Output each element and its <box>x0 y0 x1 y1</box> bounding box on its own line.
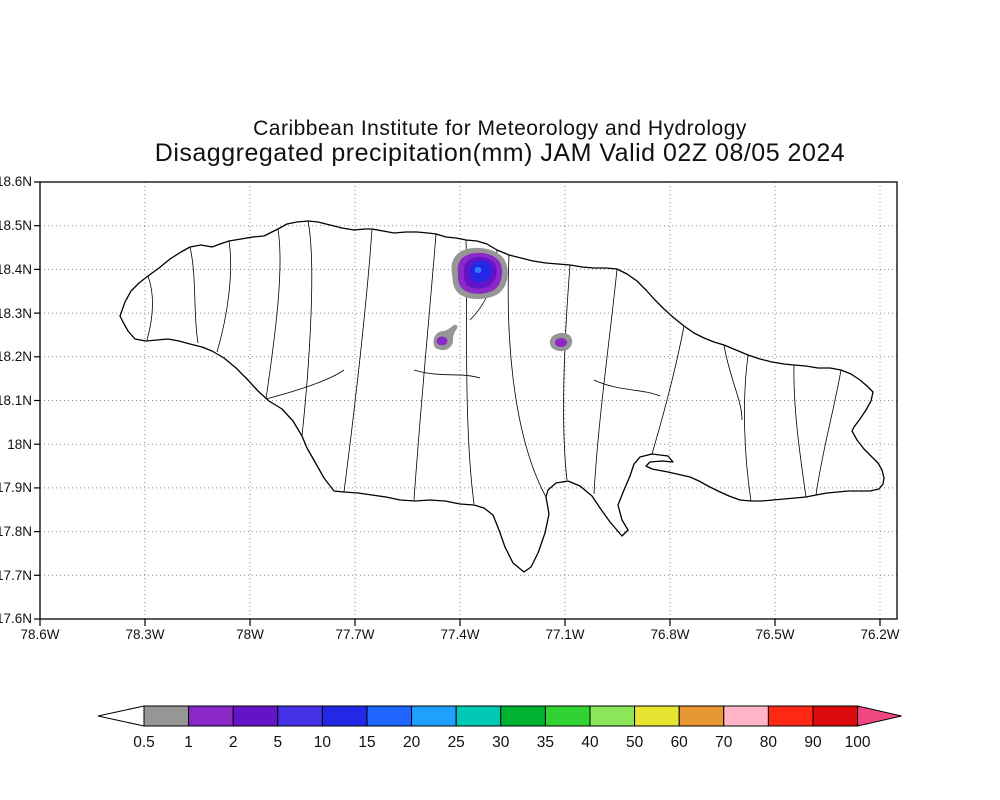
lon-tick-label: 77.7W <box>335 627 374 642</box>
lat-tick-label: 18.3N <box>0 306 32 321</box>
lat-tick-label: 17.7N <box>0 568 32 583</box>
lat-tick-label: 17.8N <box>0 524 32 539</box>
lat-tick-label: 18.4N <box>0 262 32 277</box>
colorbar-label: 40 <box>581 734 599 751</box>
colorbar-segment <box>188 705 234 727</box>
colorbar-label: 30 <box>492 734 510 751</box>
colorbar-label: 100 <box>845 734 871 751</box>
colorbar-label: 50 <box>626 734 644 751</box>
colorbar-label: 35 <box>537 734 554 751</box>
boundary-line <box>723 344 743 421</box>
precip-blob-west-gray <box>433 324 458 351</box>
colorbar-segment <box>321 705 368 727</box>
boundary-line <box>343 228 373 493</box>
colorbar-segment <box>767 705 814 727</box>
boundary-line <box>413 369 481 379</box>
tick-marks <box>34 181 881 626</box>
colorbar-label: 1 <box>184 734 193 751</box>
colorbar-segment <box>232 705 279 727</box>
lon-tick-label: 77.1W <box>545 627 584 642</box>
colorbar-label: 90 <box>804 734 822 751</box>
colorbar-label: 25 <box>448 734 465 751</box>
institute-title: Caribbean Institute for Meteorology and … <box>253 117 747 140</box>
lat-tick-label: 18.6N <box>0 174 32 189</box>
lon-tick-label: 78.3W <box>125 627 164 642</box>
graticule <box>40 182 897 619</box>
lat-tick-label: 17.6N <box>0 611 32 626</box>
colorbar-label: 2 <box>229 734 238 751</box>
colorbar-right-arrow <box>857 705 902 727</box>
colorbar-segment <box>143 705 190 727</box>
colorbar-label: 70 <box>715 734 733 751</box>
precipitation-blobs <box>433 247 573 352</box>
precip-blob-east-purple <box>555 338 567 347</box>
colorbar-label: 0.5 <box>133 734 155 751</box>
colorbar-label: 60 <box>671 734 689 751</box>
colorbar-segment <box>366 705 413 727</box>
colorbar-segment <box>723 705 769 727</box>
boundary-line <box>651 325 685 455</box>
boundary-line <box>301 220 313 437</box>
lat-tick-label: 17.9N <box>0 480 32 495</box>
colorbar-segment <box>277 705 323 727</box>
colorbar-segment <box>589 705 636 727</box>
lat-tick-label: 18N <box>7 437 32 452</box>
boundary-line <box>189 246 199 344</box>
colorbar-label: 5 <box>273 734 282 751</box>
colorbar <box>97 705 902 727</box>
colorbar-label: 80 <box>760 734 778 751</box>
colorbar-segment <box>544 705 591 727</box>
boundary-line <box>265 228 281 400</box>
colorbar-label: 10 <box>314 734 332 751</box>
lat-tick-label: 18.2N <box>0 349 32 364</box>
colorbar-segment <box>634 705 680 727</box>
colorbar-segment <box>812 705 859 727</box>
lon-tick-label: 77.4W <box>440 627 479 642</box>
boundary-line <box>146 275 153 341</box>
lon-tick-label: 76.5W <box>755 627 794 642</box>
colorbar-segment <box>455 705 502 727</box>
precip-blob-large-core <box>474 267 482 273</box>
jamaica-coastline <box>119 220 885 573</box>
map-title: Disaggregated precipitation(mm) JAM Vali… <box>154 139 846 167</box>
boundary-line <box>744 354 752 502</box>
lon-tick-label: 78.6W <box>20 627 59 642</box>
colorbar-segment <box>411 705 457 727</box>
colorbar-segment <box>500 705 546 727</box>
boundary-line <box>507 254 547 498</box>
boundary-line <box>265 369 345 400</box>
boundary-line <box>593 268 618 495</box>
colorbar-label: 20 <box>403 734 421 751</box>
lon-axis-labels: 78.6W 78.3W 78W 77.7W 77.4W 77.1W 76.8W … <box>20 627 899 642</box>
lat-tick-label: 18.1N <box>0 393 32 408</box>
colorbar-segment <box>678 705 725 727</box>
boundary-line <box>793 364 807 498</box>
boundary-line <box>216 240 231 353</box>
boundary-line <box>593 379 661 397</box>
lon-tick-label: 76.2W <box>860 627 899 642</box>
colorbar-label: 15 <box>358 734 375 751</box>
colorbar-labels: 0.5 1 2 5 10 15 20 25 30 35 40 50 60 70 … <box>133 734 871 751</box>
colorbar-left-arrow <box>97 705 145 727</box>
lat-axis-labels: 18.6N 18.5N 18.4N 18.3N 18.2N 18.1N 18N … <box>0 174 32 626</box>
boundary-line <box>815 369 842 496</box>
precip-blob-west-purple <box>436 336 448 346</box>
boundary-line <box>563 264 571 481</box>
lat-tick-label: 18.5N <box>0 218 32 233</box>
lon-tick-label: 76.8W <box>650 627 689 642</box>
lon-tick-label: 78W <box>236 627 264 642</box>
boundary-line <box>413 233 437 501</box>
